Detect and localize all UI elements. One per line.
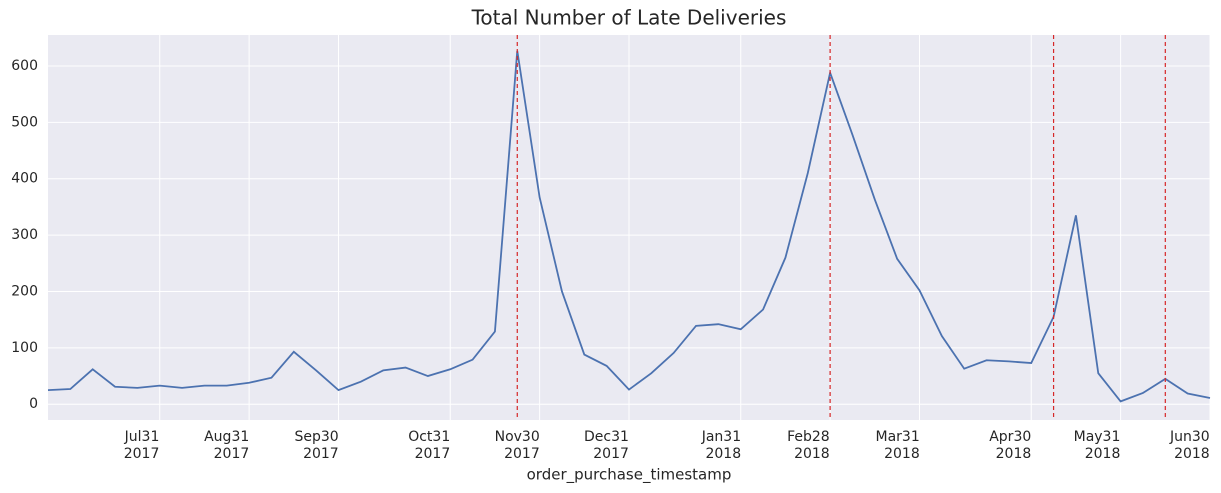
x-tick-label: Feb28 2018: [787, 429, 830, 462]
y-tick-label: 500: [11, 114, 38, 130]
y-tick-label: 200: [11, 283, 38, 299]
x-tick-label: Oct31 2017: [408, 429, 451, 462]
y-tick-label: 300: [11, 227, 38, 243]
line-series: [47, 50, 1211, 403]
x-tick-label: Jul31 2017: [123, 429, 160, 462]
x-tick-label: Aug31 2017: [204, 429, 250, 462]
x-tick-label: Sep30 2017: [294, 429, 339, 462]
x-tick-label: Jan31 2018: [701, 429, 742, 462]
x-tick-label: May31 2018: [1073, 429, 1121, 462]
y-tick-label: 0: [29, 396, 38, 412]
x-tick-label: Dec31 2017: [584, 429, 629, 462]
x-axis-label: order_purchase_timestamp: [527, 466, 732, 485]
x-tick-label: Jun30 2018: [1170, 429, 1210, 462]
y-tick-label: 100: [11, 340, 38, 356]
x-tick-label: Nov30 2017: [494, 429, 540, 462]
x-tick-label: Mar31 2018: [875, 429, 920, 462]
x-tick-label: Apr30 2018: [989, 429, 1032, 462]
y-tick-label: 400: [11, 171, 38, 187]
y-tick-label: 600: [11, 58, 38, 74]
chart-title: Total Number of Late Deliveries: [471, 6, 787, 30]
